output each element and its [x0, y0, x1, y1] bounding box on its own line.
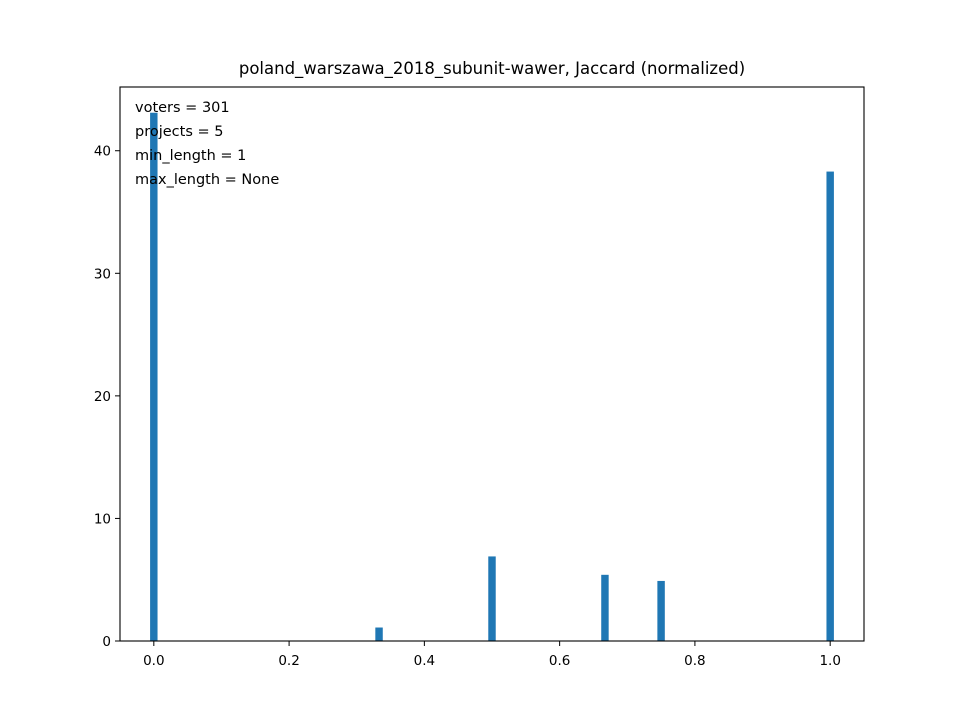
y-tick-label: 40 — [94, 144, 111, 160]
bar-2 — [488, 556, 496, 641]
annotation-voters: voters = 301 — [135, 100, 230, 116]
bar-3 — [601, 574, 609, 641]
stats-annotation: voters = 301 projects = 5 min_length = 1… — [135, 100, 279, 188]
x-tick-label: 0.8 — [684, 653, 705, 669]
bars-group — [150, 112, 834, 641]
annotation-max-length: max_length = None — [135, 172, 279, 188]
annotation-min-length: min_length = 1 — [135, 148, 246, 164]
bar-5 — [826, 171, 834, 641]
y-tick-label: 0 — [102, 634, 111, 650]
bar-1 — [375, 627, 383, 641]
x-tick-label: 1.0 — [819, 653, 840, 669]
plot-frame — [119, 86, 865, 642]
x-tick-label: 0.0 — [143, 653, 164, 669]
bar-0 — [150, 112, 158, 641]
y-tick-label: 30 — [94, 266, 111, 282]
x-tick-label: 0.4 — [414, 653, 435, 669]
y-tick-label: 20 — [94, 389, 111, 405]
x-axis: 0.0 0.2 0.4 0.6 0.8 1.0 — [143, 641, 841, 669]
bar-4 — [657, 580, 665, 641]
chart-title: poland_warszawa_2018_subunit-wawer, Jacc… — [239, 59, 745, 79]
y-tick-label: 10 — [94, 511, 111, 527]
x-tick-label: 0.2 — [278, 653, 299, 669]
annotation-projects: projects = 5 — [135, 124, 223, 140]
y-axis: 0 10 20 30 40 — [94, 144, 120, 650]
x-tick-label: 0.6 — [549, 653, 570, 669]
